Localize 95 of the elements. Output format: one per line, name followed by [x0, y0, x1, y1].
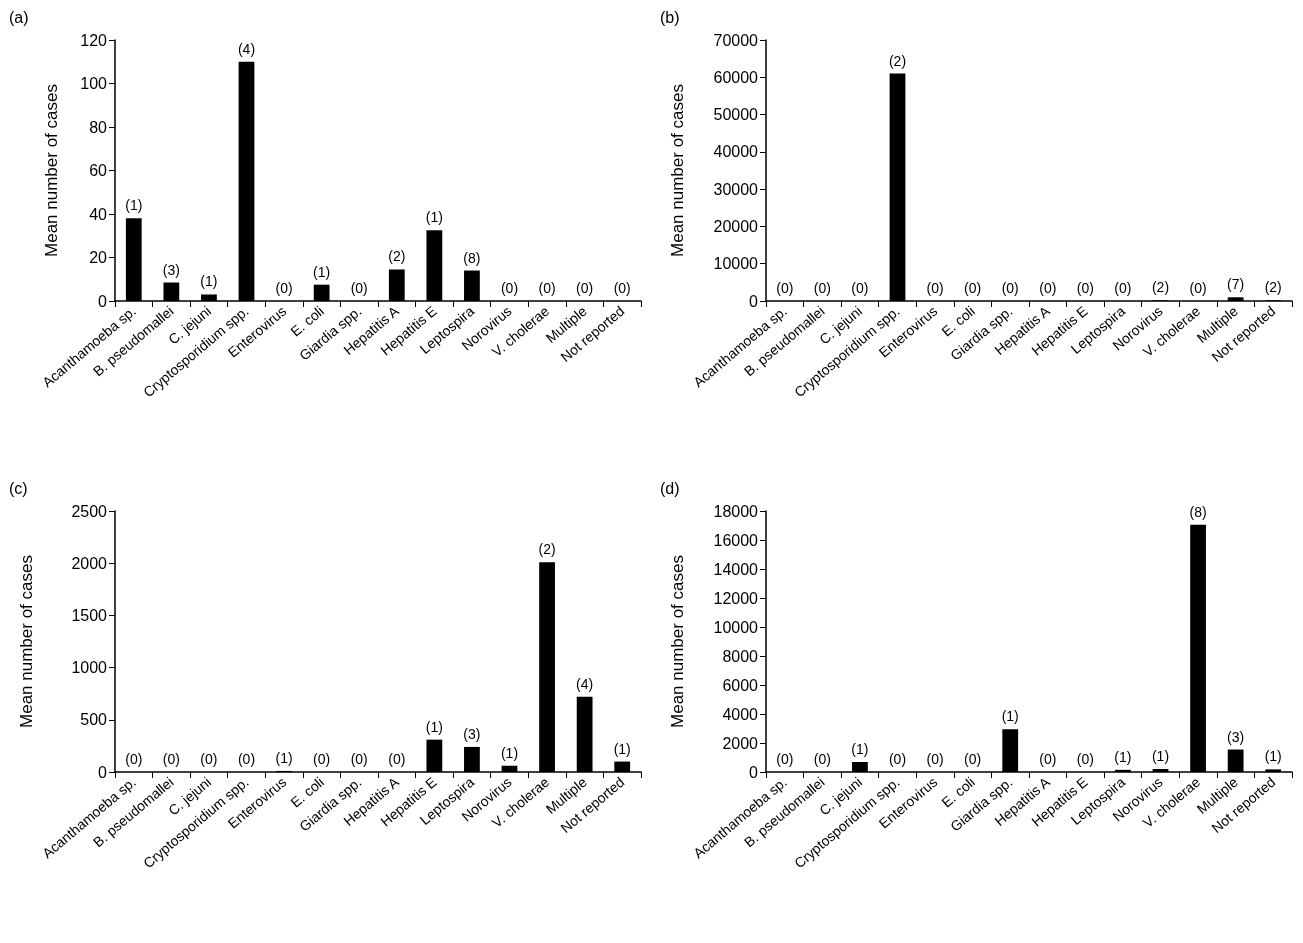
chart-title: (b): [660, 8, 680, 26]
annotation: (0): [776, 280, 794, 296]
y-tick-label: 30000: [713, 180, 759, 198]
y-tick-label: 16000: [713, 531, 759, 549]
annotation: (0): [538, 280, 556, 296]
annotation: (1): [1151, 748, 1170, 765]
annotation: (1): [1001, 708, 1019, 725]
annotation: (1): [200, 273, 218, 290]
y-tick-label: 80: [89, 118, 108, 136]
annotation: (7): [1227, 276, 1245, 293]
annotation: (4): [576, 675, 594, 692]
y-tick-label: 40000: [713, 143, 759, 161]
y-tick-label: 4000: [722, 705, 759, 723]
annotation: (1): [500, 744, 519, 761]
y-tick-label: 14000: [713, 560, 759, 578]
y-tick-label: 10000: [713, 255, 759, 273]
annotation: (2): [538, 541, 556, 558]
chart-title: (d): [660, 479, 680, 497]
chart-title: (c): [9, 479, 28, 497]
y-tick-label: 0: [749, 292, 759, 310]
annotation: (0): [350, 280, 368, 296]
annotation: (0): [926, 751, 944, 767]
y-tick-label: 40: [89, 205, 108, 223]
annotation: (0): [350, 751, 368, 767]
annotation: (0): [613, 280, 631, 296]
annotation: (1): [613, 740, 631, 757]
annotation: (2): [1151, 279, 1170, 296]
annotation: (0): [125, 751, 143, 767]
y-tick-label: 50000: [713, 106, 759, 124]
annotation: (8): [463, 249, 481, 266]
annotation: (2): [1264, 279, 1282, 296]
annotation: (0): [926, 280, 944, 296]
annotation: (1): [313, 263, 331, 280]
annotation: (0): [1076, 751, 1094, 767]
annotation: (2): [888, 52, 907, 69]
annotation: (3): [463, 725, 481, 742]
annotation: (0): [500, 280, 519, 296]
annotation: (0): [576, 280, 594, 296]
y-tick-label: 2500: [71, 502, 108, 520]
y-tick-label: 12000: [713, 589, 759, 607]
annotation: (4): [237, 40, 256, 57]
annotation: (0): [1189, 280, 1207, 296]
y-tick-label: 0: [98, 292, 108, 310]
annotation: (8): [1189, 503, 1207, 520]
annotation: (0): [313, 751, 331, 767]
y-tick-label: 2000: [722, 734, 759, 752]
y-tick-label: 2000: [71, 554, 108, 572]
y-tick-label: 500: [80, 711, 108, 729]
y-axis-title: Mean number of cases: [668, 555, 687, 728]
y-tick-label: 18000: [713, 502, 759, 520]
chart-title: (a): [9, 8, 29, 26]
annotation: (0): [200, 751, 218, 767]
annotation: (0): [1076, 280, 1094, 296]
y-axis-title: Mean number of cases: [668, 84, 687, 257]
annotation: (1): [1264, 748, 1282, 765]
annotation: (2): [388, 248, 406, 265]
annotation: (0): [813, 751, 831, 767]
annotation: (0): [776, 751, 794, 767]
annotation: (0): [1001, 280, 1019, 296]
annotation: (1): [425, 209, 443, 226]
y-tick-label: 100: [80, 75, 108, 92]
y-tick-label: 120: [80, 31, 108, 49]
y-tick-label: 60: [89, 162, 108, 179]
y-axis-title: Mean number of cases: [42, 84, 61, 257]
annotation: (0): [1039, 280, 1057, 296]
y-tick-label: 0: [98, 763, 108, 781]
annotation: (1): [425, 718, 443, 735]
annotation: (1): [125, 197, 143, 214]
y-tick-label: 1500: [71, 606, 108, 624]
annotation: (1): [275, 749, 293, 766]
y-tick-label: 6000: [722, 676, 759, 694]
annotation: (0): [275, 280, 293, 296]
annotation: (0): [162, 751, 180, 767]
annotation: (0): [813, 280, 831, 296]
y-tick-label: 8000: [722, 647, 759, 665]
annotation: (1): [851, 740, 869, 757]
y-tick-label: 20: [89, 249, 108, 266]
y-tick-label: 1000: [71, 659, 108, 677]
annotation: (0): [1039, 751, 1057, 767]
annotation: (0): [851, 280, 869, 296]
annotation: (3): [1227, 728, 1245, 745]
annotation: (3): [162, 261, 180, 278]
annotation: (0): [1114, 280, 1132, 296]
annotation: (0): [237, 751, 256, 767]
y-axis-title: Mean number of cases: [17, 555, 36, 728]
y-tick-label: 0: [749, 763, 759, 781]
y-tick-label: 10000: [713, 618, 759, 636]
y-tick-label: 20000: [713, 217, 759, 235]
y-tick-label: 70000: [713, 31, 759, 49]
annotation: (0): [964, 280, 982, 296]
annotation: (0): [888, 751, 907, 767]
y-tick-label: 60000: [713, 68, 759, 86]
annotation: (1): [1114, 748, 1132, 765]
annotation: (0): [388, 751, 406, 767]
annotation: (0): [964, 751, 982, 767]
